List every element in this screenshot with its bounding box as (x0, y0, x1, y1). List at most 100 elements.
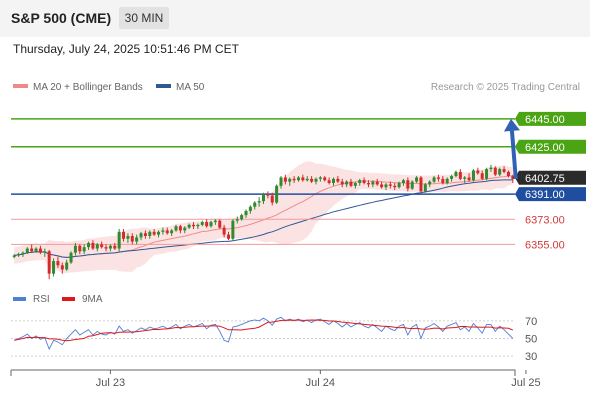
candle-body (209, 222, 213, 227)
candle-body (419, 177, 423, 192)
candle-body (87, 242, 91, 248)
level-label: 6425.00 (525, 142, 565, 154)
candle-body (349, 181, 353, 186)
candle-body (323, 177, 327, 181)
candle-body (327, 180, 331, 184)
candle-body (69, 252, 73, 263)
candle-body (213, 220, 217, 223)
level-label: 6355.00 (525, 239, 565, 251)
candle-body (65, 262, 69, 270)
legend-label: RSI (33, 294, 50, 305)
candle-body (157, 231, 161, 235)
osc-tick-label: 30 (525, 351, 537, 363)
candle-body (275, 185, 279, 203)
symbol-title: S&P 500 (CME) (11, 10, 112, 26)
candle-body (436, 177, 440, 179)
candle-body (489, 167, 493, 170)
candle-body (283, 177, 287, 182)
level-label: 6391.00 (525, 189, 565, 201)
candle-body (244, 210, 248, 216)
candle-body (476, 170, 480, 174)
level-tag: 6391.00 (515, 187, 586, 202)
candle-body (60, 265, 64, 270)
candle-body (498, 169, 502, 175)
candle-body (183, 227, 187, 231)
candle-body (380, 184, 384, 188)
candle-body (336, 178, 340, 182)
candle-body (152, 231, 156, 235)
candle-body (192, 224, 196, 227)
candle-body (139, 233, 143, 238)
candle-body (397, 183, 401, 188)
candle-body (314, 178, 318, 182)
candle-body (122, 231, 126, 239)
candle-body (30, 248, 34, 252)
datetime-label: Thursday, July 24, 2025 10:51:46 PM CET (13, 42, 239, 56)
candle-body (423, 184, 427, 192)
candle-body (47, 251, 51, 274)
candle-body (458, 171, 462, 179)
candle-body (17, 254, 21, 256)
candle-body (467, 177, 471, 181)
candle-body (415, 177, 419, 182)
candle-body (196, 224, 200, 227)
candle-body (345, 181, 349, 185)
candle-body (95, 244, 99, 249)
candle-body (161, 230, 165, 232)
candle-body (104, 247, 108, 249)
rsi-9ma-line (14, 319, 513, 342)
candle-body (174, 226, 178, 231)
level-tag-box (515, 139, 586, 154)
candle-body (305, 178, 309, 181)
candle-body (401, 180, 405, 184)
rsi-line (14, 316, 514, 351)
candle-body (296, 177, 300, 181)
forecast-arrow-shaft (509, 130, 518, 180)
candle-body (25, 248, 29, 253)
candle-body (73, 245, 77, 253)
candle-body (262, 194, 265, 202)
x-axis (10, 369, 516, 376)
timeframe-button[interactable]: 30 MIN (119, 7, 169, 29)
candle-body (113, 245, 117, 249)
candle-body (485, 169, 489, 179)
x-tick-label: Jul 23 (96, 377, 125, 389)
candle-body (227, 234, 231, 239)
ma50-line (14, 179, 513, 258)
candle-body (310, 178, 314, 182)
candle-body (205, 222, 209, 227)
candle-body (480, 173, 484, 179)
candle-body (218, 220, 222, 228)
x-tick-label: Jul 24 (306, 377, 335, 389)
candle-body (82, 247, 86, 252)
current-price-tag (515, 170, 586, 185)
candle-body (441, 178, 445, 184)
candle-body (301, 177, 305, 181)
candle-body (292, 178, 296, 181)
candle-body (12, 255, 16, 257)
candle-body (463, 177, 467, 179)
level-tag-box (515, 111, 586, 126)
level-tag-box (515, 187, 586, 202)
candle-body (78, 245, 82, 252)
candle-body (248, 206, 252, 211)
candle-body (130, 236, 134, 242)
x-tick-label: Jul 25 (511, 377, 540, 389)
candle-body (388, 184, 392, 186)
candle-body (331, 178, 335, 184)
candle-body (21, 252, 25, 255)
candle-body (266, 194, 270, 196)
legend-swatch (13, 84, 28, 88)
candle-body (38, 248, 42, 253)
candle-body (454, 171, 458, 177)
candle-body (170, 230, 174, 234)
candle-body (43, 251, 47, 253)
candles (12, 164, 515, 280)
candle-body (91, 242, 95, 249)
candle-body (393, 185, 397, 188)
candle-body (288, 178, 292, 182)
candle-body (135, 237, 139, 242)
candle-body (34, 248, 38, 252)
candle-body (235, 219, 239, 221)
